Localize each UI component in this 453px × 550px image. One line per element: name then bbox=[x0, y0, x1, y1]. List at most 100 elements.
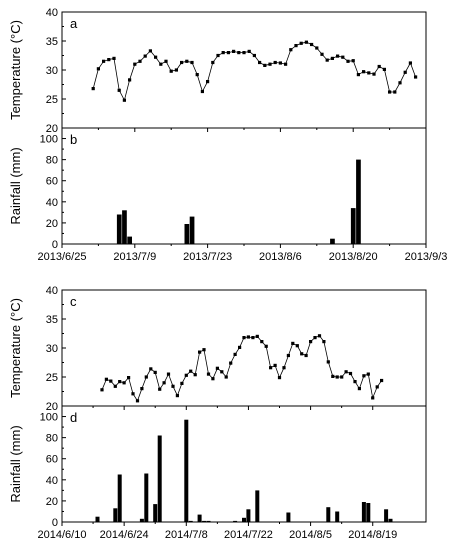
rainfall-bar bbox=[117, 474, 122, 522]
temperature-marker bbox=[258, 60, 262, 65]
rainfall-bar bbox=[197, 514, 202, 522]
temperature-marker bbox=[149, 367, 153, 371]
rainfall-bar bbox=[184, 419, 189, 522]
x-tick-label: 2014/7/22 bbox=[224, 529, 273, 541]
temperature-marker bbox=[377, 64, 381, 69]
temperature-marker bbox=[286, 353, 290, 358]
temperature-marker bbox=[282, 366, 286, 370]
temperature-marker bbox=[335, 375, 339, 379]
temperature-marker bbox=[174, 68, 178, 72]
rainfall-bar bbox=[184, 224, 190, 244]
x-tick-label: 2014/8/19 bbox=[348, 529, 397, 541]
rainfall-bar bbox=[153, 504, 158, 522]
y-tick-label: 40 bbox=[46, 197, 58, 209]
temperature-marker bbox=[242, 336, 246, 340]
rainfall-bar bbox=[246, 509, 251, 522]
panel-d: 0 20 40 60 80 100 2014/6/10 2014/6/24 2014/7/8 20… bbox=[8, 405, 427, 541]
temperature-marker bbox=[388, 90, 392, 94]
temperature-marker bbox=[277, 376, 282, 380]
temperature-marker bbox=[198, 350, 202, 354]
rainfall-bar bbox=[356, 159, 361, 244]
plot-frame bbox=[61, 11, 427, 129]
temperature-marker bbox=[310, 42, 314, 47]
y-tick-label: 40 bbox=[46, 7, 58, 19]
temperature-line bbox=[92, 41, 416, 102]
rainfall-bar bbox=[384, 509, 389, 522]
temperature-marker bbox=[366, 372, 370, 376]
temperature-marker bbox=[340, 375, 344, 379]
rainfall-bar bbox=[206, 520, 211, 522]
x-tick-label: 2013/9/3 bbox=[405, 251, 448, 263]
temperature-marker bbox=[362, 374, 366, 378]
temperature-marker bbox=[211, 377, 215, 381]
temperature-marker bbox=[284, 62, 288, 66]
x-tick-label: 2013/7/9 bbox=[113, 251, 156, 263]
temperature-marker bbox=[304, 353, 308, 358]
temperature-marker bbox=[171, 384, 175, 388]
temperature-marker bbox=[320, 52, 324, 56]
temperature-marker bbox=[398, 81, 402, 85]
y-axis-title: Temperature (°C) bbox=[8, 20, 23, 120]
temperature-marker bbox=[190, 60, 194, 65]
plot-frame bbox=[61, 289, 427, 407]
temperature-marker bbox=[144, 375, 148, 379]
y-tick-label: 20 bbox=[46, 218, 58, 230]
temperature-marker bbox=[221, 51, 225, 55]
temperature-marker bbox=[180, 60, 184, 65]
rainfall-bar bbox=[361, 502, 366, 522]
temperature-marker bbox=[175, 394, 179, 398]
temperature-marker bbox=[315, 46, 319, 50]
temperature-marker bbox=[353, 380, 357, 384]
rainfall-bar bbox=[157, 435, 162, 522]
rainfall-bar bbox=[202, 520, 207, 522]
temperature-marker bbox=[118, 380, 122, 384]
temperature-marker bbox=[224, 375, 228, 379]
plot-frame bbox=[61, 405, 427, 523]
temperature-marker bbox=[154, 55, 158, 59]
y-tick-label: 80 bbox=[46, 433, 58, 445]
temperature-marker bbox=[336, 54, 340, 58]
temperature-marker bbox=[356, 73, 360, 77]
temperature-marker bbox=[346, 59, 350, 63]
temperature-marker bbox=[304, 40, 308, 44]
temperature-marker bbox=[372, 72, 376, 76]
panel-letter: a bbox=[70, 16, 78, 31]
temperature-marker bbox=[232, 49, 236, 53]
temperature-marker bbox=[260, 340, 264, 344]
y-tick-label: 35 bbox=[46, 314, 58, 326]
temperature-marker bbox=[300, 352, 304, 356]
y-tick-label: 0 bbox=[52, 517, 58, 529]
temperature-marker bbox=[159, 62, 163, 66]
temperature-marker bbox=[273, 363, 277, 367]
temperature-marker bbox=[299, 41, 303, 45]
temperature-marker bbox=[331, 374, 335, 378]
temperature-marker bbox=[341, 55, 345, 59]
rainfall-bar bbox=[95, 516, 100, 522]
temperature-marker bbox=[408, 61, 412, 65]
temperature-marker bbox=[326, 360, 330, 364]
temperature-marker bbox=[211, 60, 215, 65]
temperature-marker bbox=[380, 378, 384, 383]
rainfall-bar bbox=[127, 236, 132, 244]
y-tick-label: 40 bbox=[46, 285, 58, 297]
rainfall-bar bbox=[233, 520, 238, 522]
y-axis-title: Temperature (°C) bbox=[8, 298, 23, 398]
temperature-marker bbox=[264, 344, 268, 348]
temperature-marker bbox=[127, 376, 131, 380]
rainfall-bar bbox=[255, 490, 260, 522]
x-tick-label: 2014/7/8 bbox=[165, 529, 208, 541]
y-tick-label: 20 bbox=[46, 123, 58, 135]
temperature-marker bbox=[330, 56, 334, 60]
temperature-marker bbox=[184, 373, 188, 377]
temperature-marker bbox=[348, 371, 353, 376]
rainfall-bar bbox=[286, 512, 291, 522]
panel-b: 0 20 40 60 80 100 2013/6/25 2013/7/9 2013/7/23 20… bbox=[8, 127, 448, 263]
rainfall-bar bbox=[189, 216, 195, 244]
temperature-marker bbox=[140, 387, 144, 391]
temperature-marker bbox=[322, 340, 326, 344]
temperature-marker bbox=[143, 54, 147, 58]
temperature-marker bbox=[278, 61, 282, 65]
temperature-marker bbox=[242, 51, 246, 55]
y-tick-label: 0 bbox=[52, 239, 58, 251]
